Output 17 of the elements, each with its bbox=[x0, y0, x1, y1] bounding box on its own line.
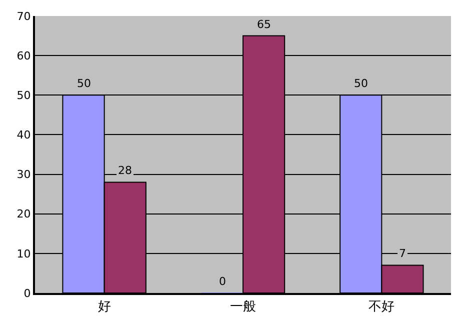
data-label: 0 bbox=[219, 275, 226, 288]
y-tick-label: 40 bbox=[16, 128, 31, 142]
data-label: 50 bbox=[77, 77, 91, 90]
x-tick-label: 不好 bbox=[368, 300, 395, 315]
y-tick-label: 30 bbox=[16, 168, 31, 182]
data-label: 50 bbox=[354, 77, 368, 90]
data-label: 28 bbox=[118, 164, 132, 177]
y-tick-label: 20 bbox=[16, 208, 31, 221]
y-tick-label: 10 bbox=[16, 247, 31, 260]
x-tick-label: 一般 bbox=[230, 300, 256, 315]
y-tick-label: 0 bbox=[24, 286, 31, 300]
x-tick-label: 好 bbox=[98, 300, 111, 315]
data-label: 7 bbox=[399, 247, 406, 260]
y-tick-label: 70 bbox=[16, 10, 31, 23]
y-tick-label: 60 bbox=[16, 49, 31, 62]
data-label: 65 bbox=[257, 18, 271, 31]
y-tick-label: 50 bbox=[16, 88, 31, 102]
